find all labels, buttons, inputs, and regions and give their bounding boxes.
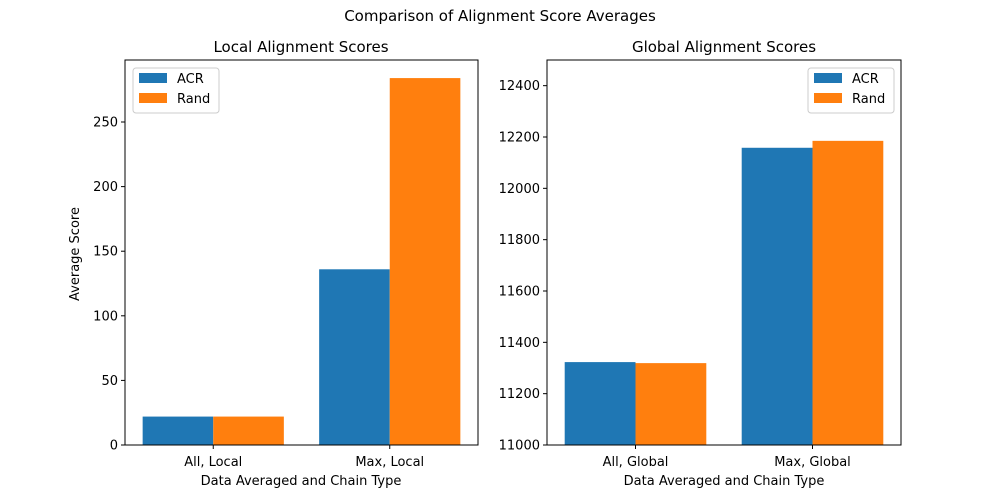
global-y-tick-label-6: 12200 [499, 131, 540, 146]
global-y-tick-label-4: 11800 [499, 233, 540, 248]
local-y-tick-label-0: 0 [110, 439, 118, 454]
global-legend: ACR Rand [807, 67, 895, 114]
local-legend: ACR Rand [132, 67, 220, 114]
global-x-tick-label-1: Max, Global [774, 455, 851, 470]
local-x-tick-label-1: Max, Local [355, 455, 424, 470]
global-y-tick-label-1: 11200 [499, 387, 540, 402]
local-panel-title: Local Alignment Scores [213, 38, 388, 56]
local-y-tick-label-3: 150 [93, 245, 118, 260]
global-legend-swatch-rand [814, 93, 842, 103]
global-bar-acr-0 [564, 362, 636, 445]
global-y-tick-label-2: 11400 [499, 336, 540, 351]
local-axes-frame [124, 59, 479, 446]
global-bar-rand-0 [635, 363, 707, 445]
local-bar-acr-1 [319, 269, 390, 445]
global-y-tick-label-5: 12000 [499, 182, 540, 197]
global-x-axis-label: Data Averaged and Chain Type [624, 474, 825, 489]
global-legend-label-acr: ACR [852, 72, 879, 87]
global-legend-swatch-acr [814, 73, 842, 83]
global-axes-frame [546, 59, 902, 446]
global-y-tick-label-0: 11000 [499, 439, 540, 454]
local-legend-label-rand: Rand [177, 92, 210, 107]
local-x-tick-label-0: All, Local [184, 455, 242, 470]
local-legend-swatch-rand [139, 93, 167, 103]
local-legend-swatch-acr [139, 73, 167, 83]
local-bar-acr-0 [142, 416, 214, 445]
global-bar-rand-1 [812, 140, 884, 445]
local-y-tick-label-4: 200 [93, 180, 118, 195]
global-panel-title: Global Alignment Scores [632, 38, 816, 56]
figure-suptitle: Comparison of Alignment Score Averages [344, 7, 656, 25]
global-y-tick-label-7: 12400 [499, 79, 540, 94]
local-bar-rand-0 [213, 416, 284, 445]
local-y-axis-label: Average Score [68, 207, 83, 301]
global-legend-label-rand: Rand [852, 92, 885, 107]
local-scores-panel: Local Alignment Scores Data Averaged and… [68, 38, 479, 489]
local-y-tick-label-1: 50 [101, 374, 118, 389]
local-legend-label-acr: ACR [177, 72, 204, 87]
global-y-tick-label-3: 11600 [499, 285, 540, 300]
global-scores-panel: Global Alignment Scores Data Averaged an… [499, 38, 902, 489]
global-bar-acr-1 [741, 147, 813, 445]
local-x-axis-label: Data Averaged and Chain Type [201, 474, 402, 489]
global-x-tick-label-0: All, Global [603, 455, 669, 470]
local-bar-rand-1 [389, 78, 461, 445]
local-y-tick-label-5: 250 [93, 116, 118, 131]
local-y-tick-label-2: 100 [93, 309, 118, 324]
